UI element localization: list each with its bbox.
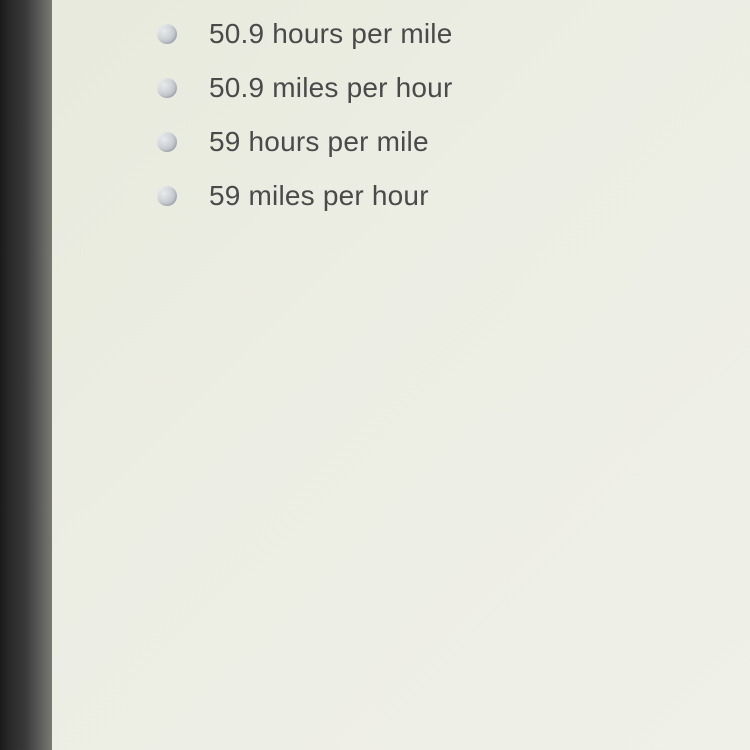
radio-icon[interactable] bbox=[157, 24, 177, 44]
option-row-1[interactable]: 50.9 hours per mile bbox=[157, 18, 750, 50]
option-label: 59 miles per hour bbox=[209, 180, 429, 212]
option-row-2[interactable]: 50.9 miles per hour bbox=[157, 72, 750, 104]
radio-icon[interactable] bbox=[157, 186, 177, 206]
radio-icon[interactable] bbox=[157, 78, 177, 98]
options-list: 50.9 hours per mile 50.9 miles per hour … bbox=[52, 0, 750, 212]
photo-dark-edge bbox=[0, 0, 52, 750]
option-row-4[interactable]: 59 miles per hour bbox=[157, 180, 750, 212]
option-label: 50.9 miles per hour bbox=[209, 72, 452, 104]
option-row-3[interactable]: 59 hours per mile bbox=[157, 126, 750, 158]
radio-icon[interactable] bbox=[157, 132, 177, 152]
option-label: 50.9 hours per mile bbox=[209, 18, 452, 50]
option-label: 59 hours per mile bbox=[209, 126, 429, 158]
quiz-content-area: 50.9 hours per mile 50.9 miles per hour … bbox=[52, 0, 750, 750]
